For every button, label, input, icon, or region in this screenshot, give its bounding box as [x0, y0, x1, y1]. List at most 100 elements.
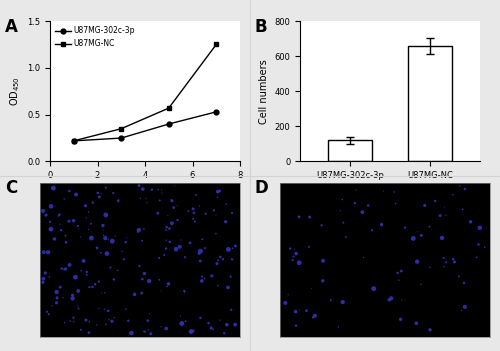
- U87MG-NC: [213, 42, 219, 47]
- Point: [311, 313, 319, 319]
- Point: [60, 267, 68, 273]
- Point: [222, 201, 230, 207]
- Point: [106, 265, 114, 270]
- Point: [222, 219, 230, 225]
- Point: [47, 204, 55, 209]
- Point: [440, 264, 448, 270]
- Point: [190, 210, 198, 216]
- Point: [80, 258, 88, 264]
- Point: [140, 271, 148, 276]
- Point: [98, 290, 106, 296]
- Point: [282, 300, 290, 306]
- Point: [84, 209, 92, 215]
- Point: [308, 286, 316, 291]
- Point: [200, 276, 208, 282]
- Point: [59, 295, 67, 300]
- Point: [166, 239, 174, 245]
- Point: [178, 321, 186, 326]
- Point: [83, 269, 91, 275]
- Point: [295, 214, 303, 220]
- Point: [82, 272, 90, 278]
- Point: [352, 187, 360, 193]
- Point: [213, 261, 221, 266]
- Point: [56, 284, 64, 290]
- Point: [66, 262, 74, 268]
- Point: [158, 187, 166, 193]
- Point: [168, 197, 175, 203]
- Point: [100, 306, 108, 312]
- Point: [147, 331, 155, 337]
- Point: [358, 210, 366, 215]
- Point: [162, 326, 170, 331]
- Point: [155, 255, 163, 261]
- Point: [138, 290, 145, 296]
- Point: [214, 283, 222, 289]
- U87MG-302c-3p: [213, 110, 219, 114]
- Point: [181, 253, 189, 259]
- Point: [168, 220, 176, 226]
- Point: [76, 234, 84, 240]
- Point: [181, 254, 189, 260]
- Point: [214, 261, 222, 266]
- Point: [302, 308, 310, 313]
- Point: [104, 308, 112, 313]
- Point: [62, 233, 70, 239]
- Point: [110, 190, 118, 196]
- Point: [56, 212, 64, 217]
- Point: [292, 309, 300, 314]
- Point: [60, 196, 68, 201]
- Point: [195, 251, 203, 256]
- Point: [136, 196, 144, 201]
- Point: [196, 203, 203, 209]
- Point: [86, 319, 94, 324]
- Point: [306, 214, 314, 220]
- Point: [40, 276, 48, 282]
- Point: [142, 196, 150, 201]
- Point: [144, 318, 152, 323]
- Y-axis label: OD$_{450}$: OD$_{450}$: [8, 76, 22, 106]
- U87MG-302c-3p: [166, 122, 172, 126]
- Point: [168, 198, 176, 204]
- Point: [164, 213, 172, 218]
- Point: [319, 258, 327, 264]
- Point: [292, 323, 300, 329]
- Point: [216, 254, 224, 260]
- Point: [368, 227, 376, 233]
- Point: [474, 242, 482, 247]
- U87MG-302c-3p: [118, 136, 124, 140]
- Point: [122, 306, 130, 312]
- Point: [52, 289, 60, 295]
- Point: [392, 201, 400, 206]
- Point: [145, 278, 153, 284]
- Point: [135, 227, 143, 233]
- Point: [395, 277, 403, 283]
- Point: [97, 250, 105, 256]
- Text: B: B: [255, 18, 268, 35]
- Point: [65, 218, 73, 224]
- Point: [188, 329, 196, 335]
- Point: [50, 236, 58, 242]
- Point: [114, 198, 122, 204]
- Legend: U87MG-302c-3p, U87MG-NC: U87MG-302c-3p, U87MG-NC: [54, 25, 136, 50]
- Point: [228, 307, 235, 313]
- Point: [70, 315, 78, 320]
- Point: [214, 189, 222, 194]
- Point: [122, 235, 130, 240]
- Point: [160, 252, 168, 258]
- Point: [48, 303, 56, 309]
- Point: [456, 183, 464, 189]
- Point: [351, 200, 359, 206]
- Point: [174, 217, 182, 223]
- Point: [198, 278, 206, 284]
- Point: [105, 317, 113, 323]
- Point: [476, 225, 484, 231]
- Point: [85, 330, 93, 336]
- Point: [378, 222, 386, 227]
- Point: [209, 326, 217, 332]
- Point: [180, 288, 188, 294]
- Point: [186, 240, 194, 246]
- Point: [148, 187, 156, 193]
- Point: [163, 284, 171, 289]
- Point: [176, 244, 184, 250]
- Point: [334, 324, 342, 330]
